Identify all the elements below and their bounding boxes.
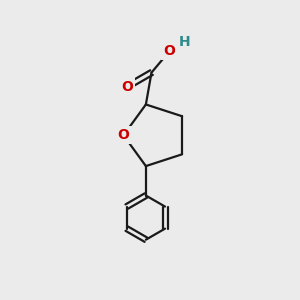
Text: O: O: [164, 44, 175, 58]
Text: H: H: [179, 35, 190, 49]
Text: O: O: [118, 128, 129, 142]
Text: O: O: [121, 80, 133, 94]
